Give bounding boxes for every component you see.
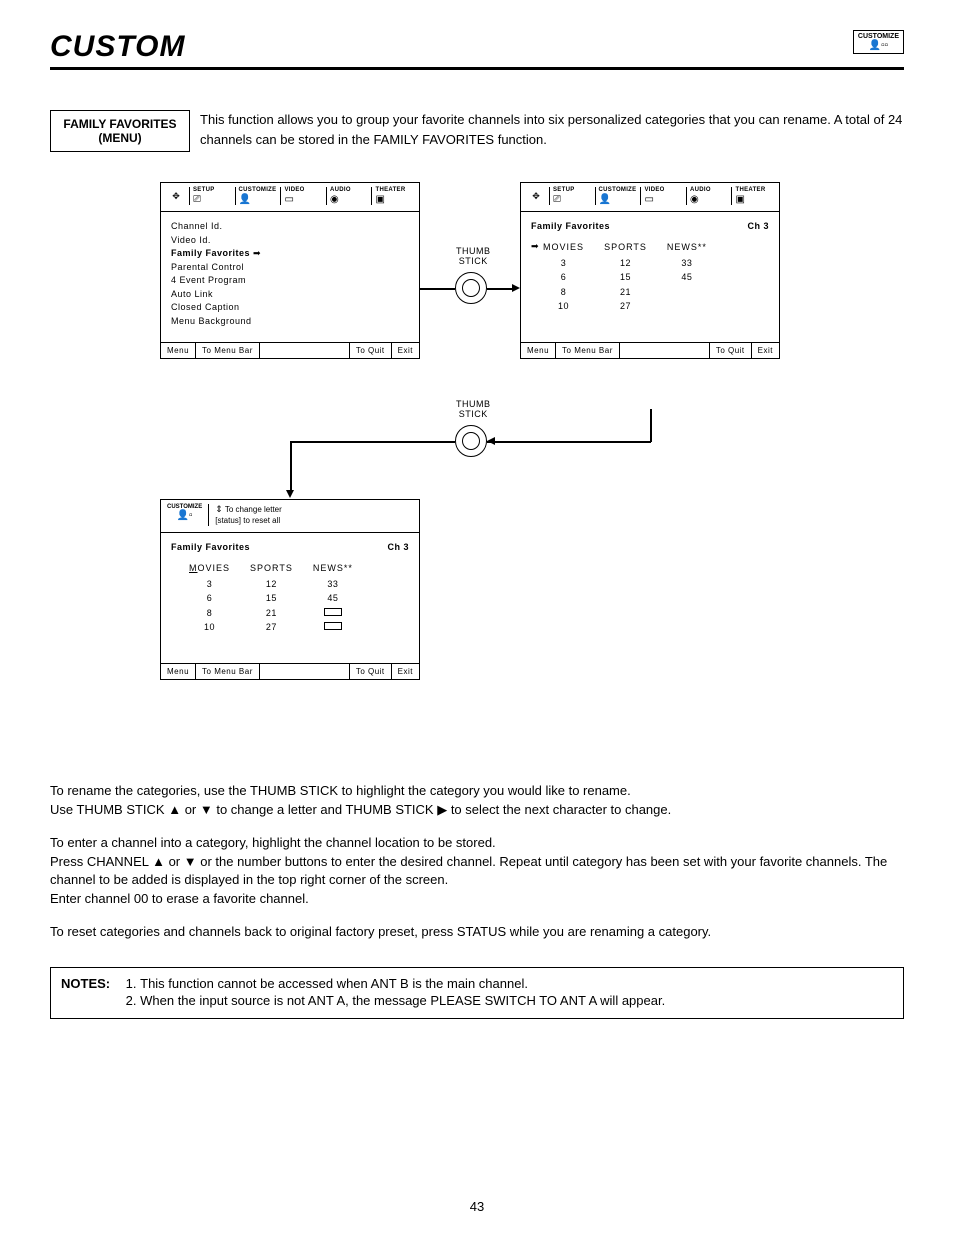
notes-heading: NOTES: — [61, 976, 110, 1010]
diagram-area: ✥ SETUP⎚ CUSTOMIZE👤 VIDEO▭ AUDIO◉ THEATE… — [160, 182, 800, 752]
screen1-tabs: ✥ SETUP⎚ CUSTOMIZE👤 VIDEO▭ AUDIO◉ THEATE… — [161, 183, 419, 212]
footer-quit: To Quit — [349, 343, 392, 358]
ff-ch: Ch 3 — [387, 541, 409, 555]
footer-menu: Menu — [161, 664, 196, 679]
p3: To enter a channel into a category, high… — [50, 835, 496, 850]
menu-item: Channel Id. — [171, 220, 409, 234]
intro-text: This function allows you to group your f… — [200, 110, 904, 152]
note-item: When the input source is not ANT A, the … — [140, 993, 665, 1008]
col-news: NEWS** 3345 — [313, 561, 353, 635]
instructions: To rename the categories, use the THUMB … — [50, 782, 904, 942]
col-movies: MOVIES 36810 — [189, 561, 230, 635]
footer-bar: To Menu Bar — [556, 343, 620, 358]
fav-box-line2: (MENU) — [59, 131, 181, 145]
footer-exit: Exit — [392, 343, 419, 358]
screen2-body: Family Favorites Ch 3 ➡ MOVIES 36810 SPO… — [521, 212, 779, 342]
screen3-body: Family Favorites Ch 3 MOVIES 36810 SPORT… — [161, 533, 419, 663]
intro-section: FAMILY FAVORITES (MENU) This function al… — [50, 110, 904, 152]
footer-quit: To Quit — [349, 664, 392, 679]
menu-item: Parental Control — [171, 261, 409, 275]
menu-item: Auto Link — [171, 288, 409, 302]
p6: To reset categories and channels back to… — [50, 923, 904, 942]
p2: Use THUMB STICK ▲ or ▼ to change a lette… — [50, 802, 671, 817]
badge-icon: 👤▫▫ — [858, 40, 899, 51]
family-favorites-box: FAMILY FAVORITES (MENU) — [50, 110, 190, 152]
nav-icon: ✥ — [527, 187, 545, 205]
col-news: NEWS** 3345 — [667, 240, 707, 314]
screen2-tabs: ✥ SETUP⎚ CUSTOMIZE👤 VIDEO▭ AUDIO◉ THEATE… — [521, 183, 779, 212]
fav-box-line1: FAMILY FAVORITES — [59, 117, 181, 131]
thumb-label-1: THUMB STICK — [456, 247, 491, 267]
tab-customize: CUSTOMIZE👤 — [595, 187, 637, 205]
ff-ch: Ch 3 — [747, 220, 769, 234]
col-sports: SPORTS 12152127 — [250, 561, 293, 635]
tab-audio: AUDIO◉ — [686, 187, 728, 205]
p1: To rename the categories, use the THUMB … — [50, 783, 631, 798]
col-sports: SPORTS 12152127 — [604, 240, 647, 314]
menu-item: Menu Background — [171, 315, 409, 329]
tab-setup: SETUP⎚ — [189, 187, 231, 205]
menu-item: Family Favorites ➡ — [171, 247, 409, 261]
badge-label: CUSTOMIZE — [858, 33, 899, 40]
notes-box: NOTES: This function cannot be accessed … — [50, 967, 904, 1019]
thumb-label-2: THUMB STICK — [456, 400, 491, 420]
screen1-footer: Menu To Menu Bar To Quit Exit — [161, 342, 419, 358]
p4: Press CHANNEL ▲ or ▼ or the number butto… — [50, 854, 887, 888]
pointer-icon: ➡ — [531, 240, 539, 254]
notes-list: This function cannot be accessed when AN… — [120, 976, 665, 1010]
screen-customize-menu: ✥ SETUP⎚ CUSTOMIZE👤 VIDEO▭ AUDIO◉ THEATE… — [160, 182, 420, 359]
tab-theater: THEATER▣ — [731, 187, 773, 205]
thumb-stick-icon-2 — [455, 425, 487, 457]
empty-slot-icon — [324, 622, 342, 630]
footer-menu: Menu — [521, 343, 556, 358]
screen1-body: Channel Id. Video Id. Family Favorites ➡… — [161, 212, 419, 342]
empty-slot-icon — [324, 608, 342, 616]
ff-title: Family Favorites — [171, 541, 250, 555]
nav-icon: ✥ — [167, 187, 185, 205]
footer-exit: Exit — [392, 664, 419, 679]
tab-setup: SETUP⎚ — [549, 187, 591, 205]
menu-item: Closed Caption — [171, 301, 409, 315]
footer-menu: Menu — [161, 343, 196, 358]
tab-audio: AUDIO◉ — [326, 187, 368, 205]
tab-video: VIDEO▭ — [280, 187, 322, 205]
footer-exit: Exit — [752, 343, 779, 358]
screen3-tabs: CUSTOMIZE 👤▫ ⇕ To change letter [status]… — [161, 500, 419, 533]
col-movies: MOVIES 36810 — [543, 240, 584, 314]
thumb-stick-icon-1 — [455, 272, 487, 304]
page-number: 43 — [50, 1199, 904, 1214]
note-item: This function cannot be accessed when AN… — [140, 976, 665, 991]
footer-quit: To Quit — [709, 343, 752, 358]
screen-family-favorites: ✥ SETUP⎚ CUSTOMIZE👤 VIDEO▭ AUDIO◉ THEATE… — [520, 182, 780, 359]
footer-bar: To Menu Bar — [196, 664, 260, 679]
footer-bar: To Menu Bar — [196, 343, 260, 358]
screen-rename: CUSTOMIZE 👤▫ ⇕ To change letter [status]… — [160, 499, 420, 680]
ff-title: Family Favorites — [531, 220, 610, 234]
screen3-footer: Menu To Menu Bar To Quit Exit — [161, 663, 419, 679]
screen2-footer: Menu To Menu Bar To Quit Exit — [521, 342, 779, 358]
page-title: CUSTOM — [50, 30, 904, 70]
p5: Enter channel 00 to erase a favorite cha… — [50, 891, 309, 906]
tab-video: VIDEO▭ — [640, 187, 682, 205]
tab-theater: THEATER▣ — [371, 187, 413, 205]
customize-badge: CUSTOMIZE 👤▫▫ — [853, 30, 904, 54]
tab-customize: CUSTOMIZE👤 — [235, 187, 277, 205]
menu-item: 4 Event Program — [171, 274, 409, 288]
menu-item: Video Id. — [171, 234, 409, 248]
